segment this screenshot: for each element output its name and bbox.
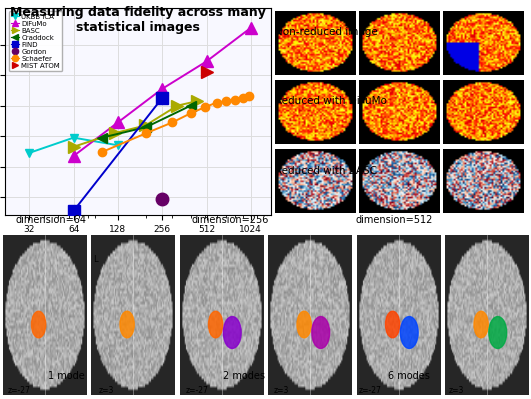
- X-axis label: Dimension: Dimension: [110, 235, 166, 245]
- Ellipse shape: [312, 316, 330, 348]
- Schaefer: [169, 120, 176, 125]
- Text: dimension=64: dimension=64: [16, 215, 87, 225]
- Schaefer: [202, 105, 208, 110]
- Line: DiFuMo: DiFuMo: [68, 22, 256, 162]
- Text: Reduced with DiFuMo: Reduced with DiFuMo: [275, 96, 387, 107]
- Title: z=14: z=14: [475, 5, 492, 10]
- Schaefer: [246, 94, 252, 99]
- Ellipse shape: [297, 311, 311, 338]
- Text: z=3: z=3: [449, 386, 464, 395]
- Text: Non-reduced image: Non-reduced image: [275, 27, 378, 37]
- Schaefer: [99, 150, 105, 154]
- Text: dimension=256: dimension=256: [191, 215, 269, 225]
- Title: z=56: z=56: [391, 5, 408, 10]
- UKBB ICA: [71, 135, 77, 140]
- DiFuMo: [71, 154, 77, 158]
- Ellipse shape: [120, 311, 134, 338]
- Line: Schaefer: Schaefer: [98, 92, 253, 156]
- Ellipse shape: [31, 311, 46, 338]
- Line: BASC: BASC: [68, 95, 203, 152]
- Text: L: L: [93, 255, 98, 265]
- Ellipse shape: [474, 311, 488, 338]
- Craddock: [99, 135, 105, 140]
- Text: z=3: z=3: [273, 386, 289, 395]
- Text: 1 mode: 1 mode: [48, 371, 84, 381]
- Ellipse shape: [400, 316, 418, 348]
- BASC: [174, 103, 181, 108]
- Title: z=-29: z=-29: [306, 5, 325, 10]
- Ellipse shape: [386, 311, 400, 338]
- Text: Reduced with BASC: Reduced with BASC: [275, 166, 376, 176]
- BASC: [142, 123, 149, 128]
- UKBB ICA: [26, 150, 32, 155]
- DiFuMo: [159, 87, 165, 91]
- Schaefer: [143, 131, 150, 136]
- Schaefer: [187, 111, 194, 116]
- Text: z=-27: z=-27: [8, 386, 31, 395]
- Schaefer: [232, 97, 238, 102]
- Line: FIND: FIND: [68, 93, 168, 216]
- Schaefer: [224, 99, 230, 103]
- Line: Craddock: Craddock: [97, 101, 195, 142]
- Ellipse shape: [209, 311, 222, 338]
- Text: 2 modes: 2 modes: [223, 371, 265, 381]
- Craddock: [143, 124, 150, 129]
- FIND: [71, 209, 77, 213]
- Text: z=-27: z=-27: [358, 386, 381, 395]
- Text: dimension=512: dimension=512: [356, 215, 433, 225]
- Text: z=3: z=3: [98, 386, 114, 395]
- Schaefer: [213, 100, 220, 105]
- DiFuMo: [247, 26, 254, 30]
- BASC: [112, 131, 118, 136]
- BASC: [194, 99, 201, 103]
- BASC: [71, 144, 77, 149]
- Text: Measuring data fidelity across many
statistical images: Measuring data fidelity across many stat…: [10, 6, 266, 34]
- Text: 6 modes: 6 modes: [388, 371, 430, 381]
- Legend: UKBB ICA, DiFuMo, BASC, Craddock, FIND, Gordon, Schaefer, MIST ATOM: UKBB ICA, DiFuMo, BASC, Craddock, FIND, …: [9, 12, 62, 71]
- Ellipse shape: [489, 316, 507, 348]
- Ellipse shape: [224, 316, 241, 348]
- Line: UKBB ICA: UKBB ICA: [25, 134, 122, 157]
- Schaefer: [239, 96, 246, 101]
- Craddock: [187, 103, 194, 108]
- FIND: [159, 96, 165, 101]
- Text: z=-27: z=-27: [186, 386, 209, 395]
- DiFuMo: [203, 59, 210, 64]
- UKBB ICA: [115, 143, 121, 148]
- DiFuMo: [115, 120, 121, 125]
